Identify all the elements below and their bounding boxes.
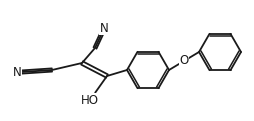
Text: O: O	[179, 54, 189, 68]
Text: HO: HO	[81, 94, 99, 106]
Text: N: N	[13, 65, 21, 79]
Text: N: N	[100, 22, 108, 34]
